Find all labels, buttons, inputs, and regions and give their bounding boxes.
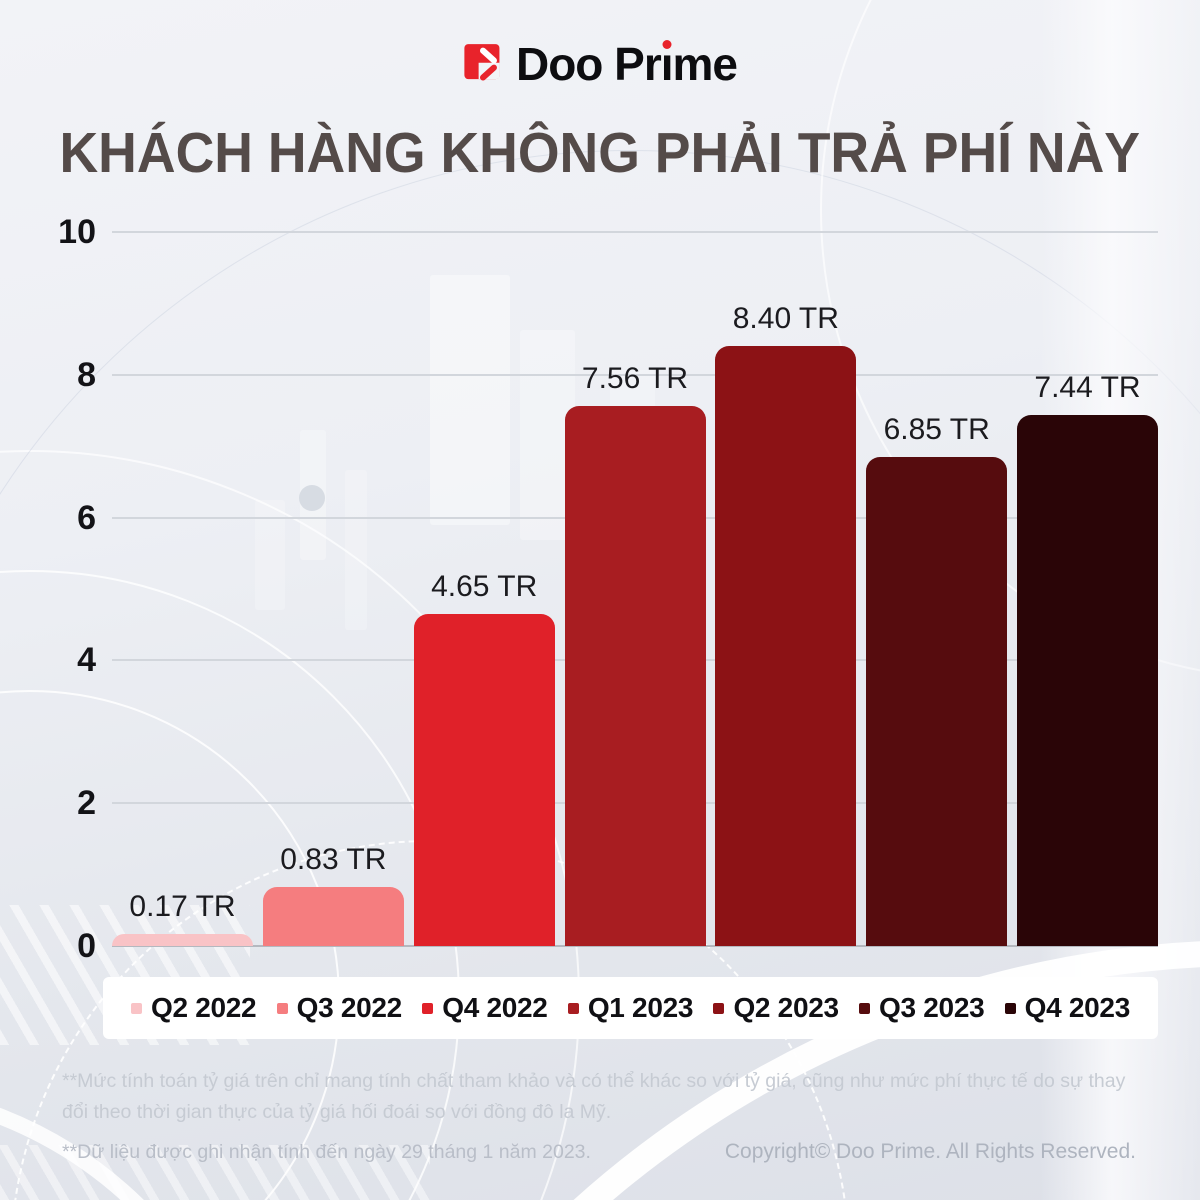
- legend-label-q2-2022: Q2 2022: [151, 992, 257, 1023]
- legend-item-q1-2023: Q1 2023: [567, 992, 694, 1024]
- bar-value-label-q3-2022: 0.83 TR: [280, 842, 387, 876]
- legend-label-q4-2022: Q4 2022: [442, 992, 548, 1023]
- legend-label-q2-2023: Q2 2023: [733, 992, 839, 1023]
- legend-swatch-q1-2023: [567, 1002, 579, 1014]
- bar-value-label-q3-2023: 6.85 TR: [883, 412, 990, 446]
- logo-text-i: ı: [660, 38, 674, 90]
- y-tick-label-8: 8: [77, 355, 96, 394]
- legend-swatch-q3-2023: [859, 1002, 871, 1014]
- bar-q3-2023: [866, 456, 1008, 946]
- logo-text-pre: Doo Pr: [515, 38, 662, 90]
- legend-label-q4-2023: Q4 2023: [1024, 992, 1131, 1023]
- gridline-0: [112, 945, 1158, 947]
- legend-swatch-q4-2022: [422, 1002, 434, 1014]
- legend-label-q3-2023: Q3 2023: [879, 992, 985, 1023]
- copyright: Copyright© Doo Prime. All Rights Reserve…: [724, 1140, 1136, 1163]
- page-title: KHÁCH HÀNG KHÔNG PHẢI TRẢ PHÍ NÀY: [59, 121, 1141, 185]
- bar-value-label-q4-2023: 7.44 TR: [1034, 370, 1141, 404]
- legend-item-q3-2023: Q3 2023: [859, 992, 985, 1024]
- bar-q3-2022: [262, 886, 404, 946]
- bar-value-label-q2-2022: 0.17 TR: [129, 889, 236, 923]
- doo-prime-logo-text: Doo Prıme: [515, 38, 738, 91]
- legend-item-q4-2023: Q4 2023: [1004, 992, 1131, 1024]
- bar-value-label-q4-2022: 4.65 TR: [431, 569, 538, 603]
- y-tick-label-6: 6: [77, 498, 96, 537]
- y-tick-label-0: 0: [77, 927, 96, 965]
- bar-q4-2022: [413, 613, 555, 946]
- bar-q1-2023: [564, 406, 706, 946]
- bar-q4-2023: [1017, 414, 1158, 946]
- footer-row: **Dữ liệu được ghi nhận tính đến ngày 29…: [62, 1140, 1136, 1164]
- doo-prime-logo-icon: [464, 44, 500, 81]
- y-tick-label-2: 2: [77, 784, 96, 823]
- footnote-1: **Mức tính toán tỷ giá trên chỉ mang tín…: [62, 1070, 1126, 1123]
- y-tick-label-10: 10: [58, 213, 96, 251]
- legend-swatch-q2-2023: [713, 1002, 725, 1014]
- gridline-10: [112, 231, 1158, 233]
- legend-swatch-q3-2022: [276, 1002, 288, 1014]
- legend-item-q2-2023: Q2 2023: [713, 992, 839, 1024]
- legend-item-q2-2022: Q2 2022: [131, 992, 257, 1024]
- logo-text-post: me: [672, 38, 738, 90]
- bar-value-label-q1-2023: 7.56 TR: [581, 362, 689, 396]
- doo-prime-logo: Doo Prıme: [0, 40, 1200, 92]
- gridline-8: [112, 373, 1158, 376]
- y-tick-label-4: 4: [77, 641, 96, 680]
- legend-item-q4-2022: Q4 2022: [422, 992, 548, 1024]
- legend-label-q1-2023: Q1 2023: [587, 992, 694, 1023]
- legend-item-q3-2022: Q3 2022: [276, 992, 403, 1024]
- legend-swatch-q4-2023: [1004, 1002, 1016, 1014]
- bar-q2-2022: [112, 933, 253, 946]
- legend-swatch-q2-2022: [131, 1002, 142, 1014]
- bar-q2-2023: [715, 346, 857, 946]
- bar-value-label-q2-2023: 8.40 TR: [732, 302, 839, 336]
- chart-legend: Q2 2022 Q3 2022 Q4 2022 Q1 2023 Q2 2023 Q3 20…: [103, 977, 1158, 1039]
- footnote-2: **Dữ liệu được ghi nhận tính đến ngày 29…: [62, 1141, 591, 1163]
- legend-label-q3-2022: Q3 2022: [296, 992, 403, 1023]
